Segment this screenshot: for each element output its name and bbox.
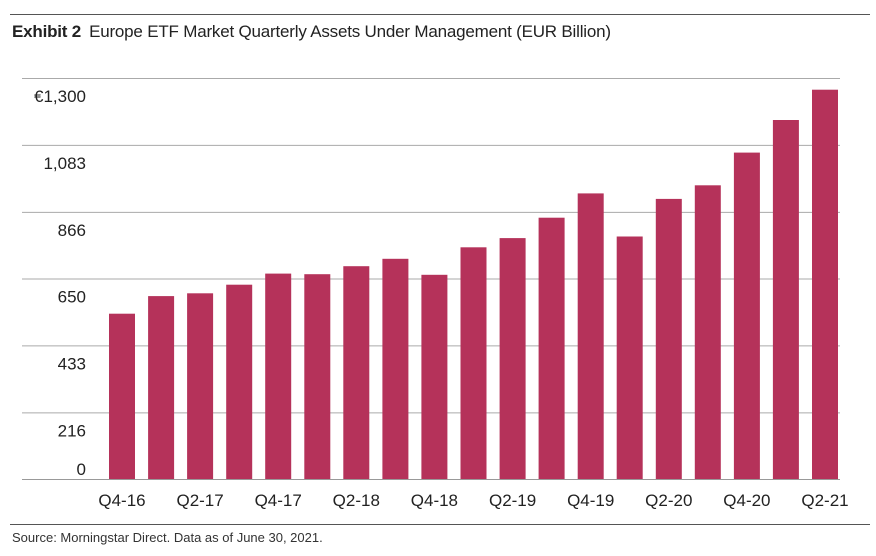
exhibit-label: Exhibit 2	[12, 22, 82, 41]
source-note: Source: Morningstar Direct. Data as of J…	[12, 530, 323, 545]
bar-q1-20	[616, 236, 643, 479]
x-tick-label: Q4-18	[411, 491, 458, 510]
bar-q1-18	[304, 274, 331, 479]
x-tick-label: Q4-17	[255, 491, 302, 510]
bar-q2-20	[655, 198, 682, 479]
bar-chart: 0 216 433 650 866 1,083 €1,300 Q4-16 Q2-17 Q4-17 Q…	[22, 78, 849, 510]
bar-q4-19	[577, 193, 604, 479]
x-tick-label: Q2-19	[489, 491, 536, 510]
bar-q4-17	[265, 273, 292, 479]
x-tick-label: Q2-21	[801, 491, 848, 510]
y-tick-label: 216	[58, 421, 86, 440]
bar-q2-17	[187, 293, 214, 479]
bar-q3-18	[382, 258, 409, 479]
bar-q4-18	[421, 274, 448, 479]
y-tick-label: €1,300	[34, 87, 86, 106]
bar-q2-19	[499, 238, 526, 479]
top-rule	[10, 14, 870, 15]
y-tick-label: 0	[77, 460, 86, 479]
bar-q3-17	[226, 284, 253, 479]
x-tick-label: Q2-20	[645, 491, 692, 510]
y-tick-label: 866	[58, 221, 86, 240]
bar-q3-20	[694, 185, 721, 480]
y-tick-label: 1,083	[43, 154, 86, 173]
y-tick-label: 650	[58, 288, 86, 307]
bar-q1-17	[148, 296, 175, 479]
chart-title: Exhibit 2 Europe ETF Market Quarterly Ass…	[12, 22, 611, 42]
x-tick-label: Q4-19	[567, 491, 614, 510]
bottom-rule	[10, 524, 870, 525]
bar-q1-19	[460, 247, 487, 479]
bar-q1-21	[772, 120, 799, 479]
y-tick-label: 433	[58, 354, 86, 373]
bar-q4-16	[109, 313, 135, 479]
x-tick-label: Q2-18	[333, 491, 380, 510]
bar-q3-19	[538, 217, 565, 479]
bar-q4-20	[733, 152, 760, 479]
x-tick-label: Q4-20	[723, 491, 770, 510]
bar-q2-18	[343, 266, 370, 479]
bar-q2-21	[812, 89, 838, 479]
x-tick-label: Q4-16	[98, 491, 145, 510]
x-tick-label: Q2-17	[176, 491, 223, 510]
title-text: Europe ETF Market Quarterly Assets Under…	[89, 22, 611, 41]
